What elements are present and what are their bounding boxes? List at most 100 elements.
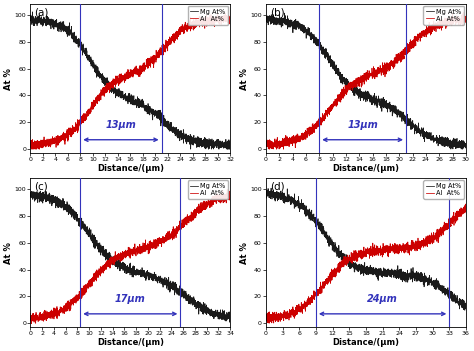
X-axis label: Distance/(μm): Distance/(μm) [332, 338, 400, 347]
Al  At% [27, 144, 33, 148]
Al  At% [355, 77, 361, 81]
Line: Al  At%: Al At% [266, 12, 466, 149]
Al  At% [228, 197, 233, 201]
Mg At% [206, 147, 211, 151]
Mg At% [119, 260, 125, 264]
Mg At% [463, 142, 469, 146]
Al  At% [463, 208, 469, 212]
Mg At% [268, 186, 274, 190]
Al  At% [222, 16, 228, 21]
Mg At% [263, 15, 269, 19]
Al  At% [222, 198, 228, 202]
Mg At% [355, 270, 361, 274]
Al  At% [420, 244, 426, 248]
Text: 17μm: 17μm [115, 294, 146, 304]
Text: (b): (b) [270, 7, 284, 17]
Line: Mg At%: Mg At% [266, 13, 466, 149]
Y-axis label: At %: At % [240, 242, 249, 264]
Mg At% [360, 93, 366, 98]
Y-axis label: At %: At % [4, 68, 13, 90]
Line: Al  At%: Al At% [30, 190, 230, 323]
Mg At% [355, 92, 361, 96]
Al  At% [222, 11, 228, 15]
Al  At% [125, 253, 130, 257]
Al  At% [28, 321, 34, 325]
Al  At% [273, 143, 279, 147]
Mg At% [222, 141, 228, 146]
Al  At% [27, 311, 33, 316]
Mg At% [27, 18, 33, 22]
Legend: Mg At%, Al  At%: Mg At%, Al At% [423, 6, 464, 25]
Mg At% [457, 299, 463, 303]
Al  At% [38, 140, 44, 144]
Mg At% [27, 195, 33, 199]
X-axis label: Distance/(μm): Distance/(μm) [332, 164, 400, 173]
Al  At% [119, 252, 125, 257]
Legend: Mg At%, Al  At%: Mg At%, Al At% [188, 6, 228, 25]
Al  At% [185, 21, 191, 26]
Al  At% [222, 16, 228, 20]
Al  At% [263, 316, 269, 320]
Line: Mg At%: Mg At% [266, 188, 466, 310]
Mg At% [420, 275, 426, 279]
Al  At% [457, 209, 463, 213]
Text: 13μm: 13μm [106, 120, 137, 130]
Mg At% [222, 143, 228, 147]
Mg At% [222, 309, 228, 313]
Mg At% [457, 140, 463, 144]
Mg At% [125, 271, 130, 275]
Al  At% [360, 248, 366, 252]
Mg At% [38, 194, 44, 199]
Legend: Mg At%, Al  At%: Mg At%, Al At% [188, 180, 228, 199]
Mg At% [125, 94, 130, 98]
Mg At% [37, 189, 43, 193]
Mg At% [227, 320, 233, 324]
Mg At% [457, 143, 463, 147]
X-axis label: Distance/(μm): Distance/(μm) [97, 338, 164, 347]
Al  At% [355, 253, 361, 258]
Al  At% [266, 321, 272, 325]
Text: 13μm: 13μm [347, 120, 378, 130]
Mg At% [462, 308, 468, 312]
Mg At% [273, 193, 279, 198]
Mg At% [228, 313, 233, 318]
Mg At% [119, 95, 125, 99]
Al  At% [228, 15, 233, 19]
Mg At% [30, 10, 36, 14]
Al  At% [38, 312, 44, 316]
Al  At% [457, 23, 463, 27]
Mg At% [460, 147, 465, 151]
Al  At% [457, 213, 463, 218]
Mg At% [457, 301, 463, 305]
Mg At% [420, 133, 426, 137]
Al  At% [273, 314, 279, 318]
Al  At% [29, 147, 35, 151]
Mg At% [228, 138, 233, 143]
Line: Al  At%: Al At% [266, 204, 466, 323]
Mg At% [185, 133, 191, 138]
Al  At% [463, 202, 468, 206]
Al  At% [420, 32, 426, 36]
Al  At% [224, 187, 230, 192]
Mg At% [282, 11, 287, 15]
Text: 24μm: 24μm [367, 294, 398, 304]
Text: (a): (a) [34, 7, 49, 17]
Mg At% [38, 21, 44, 25]
Al  At% [125, 72, 130, 76]
X-axis label: Distance/(μm): Distance/(μm) [97, 164, 164, 173]
Al  At% [457, 16, 463, 21]
Al  At% [463, 16, 469, 20]
Mg At% [185, 296, 191, 300]
Line: Mg At%: Mg At% [30, 191, 230, 322]
Al  At% [222, 193, 228, 197]
Al  At% [360, 76, 366, 80]
Line: Mg At%: Mg At% [30, 12, 230, 149]
Mg At% [263, 188, 269, 193]
Mg At% [273, 23, 279, 27]
Legend: Mg At%, Al  At%: Mg At%, Al At% [423, 180, 464, 199]
Mg At% [360, 269, 366, 273]
Al  At% [461, 10, 466, 14]
Line: Al  At%: Al At% [30, 13, 230, 149]
Al  At% [263, 140, 269, 144]
Mg At% [222, 313, 228, 317]
